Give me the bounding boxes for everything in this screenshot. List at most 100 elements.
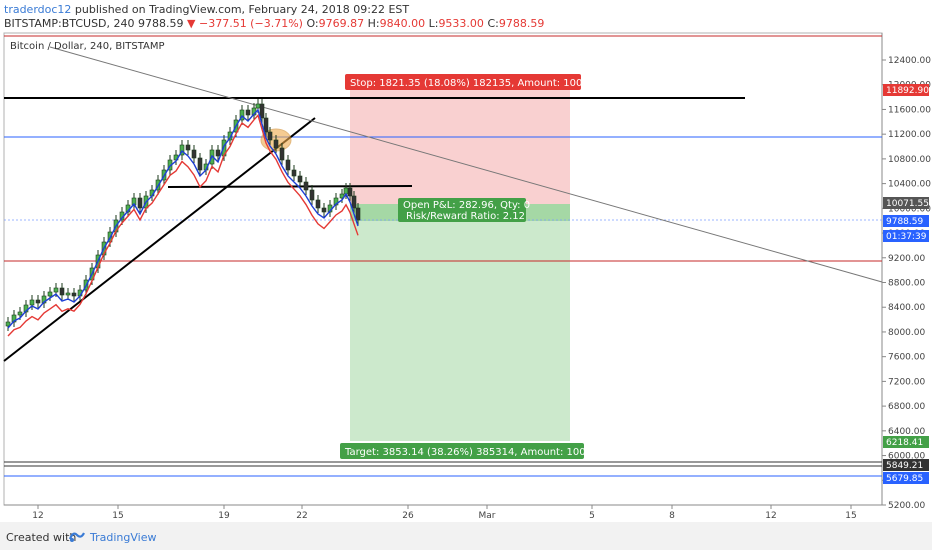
publish-line: traderdoc12 published on TradingView.com… [4, 3, 409, 16]
candle-body [297, 175, 303, 183]
chart-canvas[interactable]: Bitcoin / Dollar, 240, BITSTAMP Stop: 18… [0, 0, 932, 522]
last-price: 9788.59 [138, 17, 184, 30]
published-text: published on TradingView.com, February 2… [74, 3, 410, 16]
chart-title: Bitcoin / Dollar, 240, BITSTAMP [10, 41, 165, 52]
candle-body [351, 195, 357, 209]
price-label-box [883, 230, 929, 242]
x-tick-label: 12 [765, 511, 776, 521]
change-value: −377.51 (−3.71%) [198, 17, 303, 30]
y-tick-label: 7600.00 [888, 353, 925, 363]
candle-body [321, 207, 327, 213]
x-tick-label: 22 [296, 511, 307, 521]
candle-body [17, 311, 23, 316]
risk-reward-label: Risk/Reward Ratio: 2.12 [406, 211, 525, 222]
candle-body [197, 157, 203, 171]
y-tick-label: 10000.00 [888, 204, 931, 214]
candle-body [315, 199, 321, 209]
price-label-box [883, 459, 929, 471]
open-value: 9769.87 [318, 17, 365, 30]
candle-body [5, 321, 11, 327]
x-tick-label: 19 [218, 511, 230, 521]
price-label-text: 5679.85 [886, 474, 923, 484]
candle-body [273, 139, 279, 149]
candle-body [347, 187, 353, 197]
close-value: 9788.59 [498, 17, 545, 30]
y-tick-label: 9200.00 [888, 254, 925, 264]
candle-body [215, 149, 221, 157]
candle-body [65, 292, 71, 296]
candle-body [179, 144, 185, 156]
price-label-box [883, 436, 929, 448]
candle-body [59, 287, 65, 296]
symbol-label: BITSTAMP:BTCUSD, 240 [4, 17, 135, 30]
candle-body [35, 299, 41, 304]
y-tick-label: 6400.00 [888, 427, 925, 437]
ma-blue-line [7, 108, 359, 329]
price-axis-labels: 11892.90 10071.55 9788.59 01:37:39 6218.41 58… [883, 84, 929, 484]
price-label-text: 11892.90 [886, 86, 929, 96]
footer: Created with TradingView [0, 522, 932, 550]
candle-body [263, 117, 269, 133]
y-tick-label: 8000.00 [888, 328, 925, 338]
chart-header: traderdoc12 published on TradingView.com… [0, 0, 932, 32]
candle-body [291, 169, 297, 177]
price-label-box [883, 84, 929, 96]
candle-body [285, 159, 291, 171]
candle-body [185, 144, 191, 151]
candle-body [309, 189, 315, 201]
y-tick-label: 8400.00 [888, 303, 925, 313]
x-tick-label: 5 [589, 511, 595, 521]
y-tick-label: 11200.00 [888, 130, 931, 140]
candle-body [259, 103, 265, 119]
y-tick-label: 12400.00 [888, 56, 931, 66]
low-value: 9533.00 [438, 17, 484, 30]
close-label: C: [487, 17, 499, 30]
y-tick-label: 10800.00 [888, 155, 931, 165]
time-axis[interactable]: 12 15 19 22 26 Mar 5 8 12 15 [32, 505, 857, 521]
high-value: 9840.00 [379, 17, 426, 30]
candle-body [191, 149, 197, 159]
neckline-trendline[interactable] [167, 185, 413, 188]
author-link[interactable]: traderdoc12 [4, 3, 72, 16]
target-label-box [340, 443, 584, 459]
price-label-box [883, 215, 929, 227]
y-tick-label: 5200.00 [888, 501, 925, 511]
price-label-text: 5849.21 [886, 461, 923, 471]
tradingview-logo-icon [68, 532, 85, 542]
x-tick-label: 15 [112, 511, 123, 521]
candle-body [71, 292, 77, 297]
candle-body [29, 299, 35, 306]
stop-label-box [345, 74, 581, 90]
candle-body [303, 181, 309, 191]
x-tick-label: 12 [32, 511, 43, 521]
price-label-text: 6218.41 [886, 438, 923, 448]
candle-body [53, 287, 59, 293]
candle-body [255, 103, 261, 109]
stop-label: Stop: 1821.35 (18.08%) 182135, Amount: 1… [350, 78, 589, 89]
stop-zone[interactable] [350, 74, 570, 204]
created-with-text: Created with [6, 531, 77, 544]
candle-body [267, 131, 273, 141]
descending-trendline[interactable] [49, 46, 883, 283]
y-tick-label: 11600.00 [888, 105, 931, 115]
tradingview-brand-link[interactable]: TradingView [90, 531, 157, 544]
ma-red-line [7, 113, 359, 337]
open-label: O: [306, 17, 319, 30]
pnl-label-box [398, 198, 526, 222]
candle-body [239, 109, 245, 121]
candle-body [355, 207, 361, 221]
y-tick-label: 6800.00 [888, 402, 925, 412]
target-label: Target: 3853.14 (38.26%) 385314, Amount:… [344, 447, 592, 458]
ohlc-line: BITSTAMP:BTCUSD, 240 9788.59 ▼ −377.51 (… [4, 17, 544, 30]
y-tick-label: 8800.00 [888, 279, 925, 289]
target-zone[interactable] [350, 204, 570, 441]
ascending-trendline[interactable] [3, 117, 316, 362]
low-label: L: [428, 17, 439, 30]
open-pnl-label: Open P&L: 282.96, Qty: 0 [403, 200, 530, 211]
y-tick-label: 6000.00 [888, 452, 925, 462]
y-tick-label: 7200.00 [888, 377, 925, 387]
price-label-text: 01:37:39 [886, 232, 927, 242]
x-tick-label: 15 [845, 511, 856, 521]
price-label-box [883, 197, 929, 209]
price-label-text: 10071.55 [886, 199, 929, 209]
